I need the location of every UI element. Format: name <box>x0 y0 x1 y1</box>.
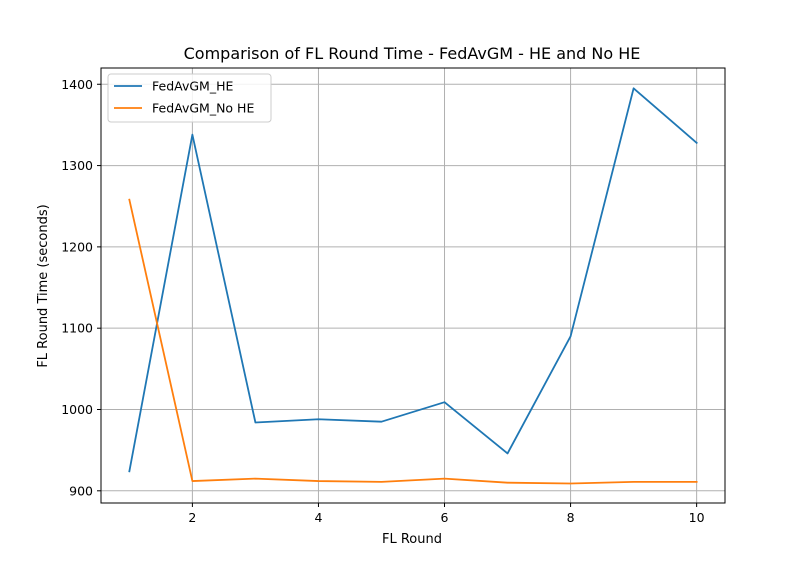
legend-entry-label: FedAvGM_HE <box>152 79 233 94</box>
series-line-2 <box>128 198 698 485</box>
axis-ticks: 2 4 6 8 10 900 1000 1100 1200 1300 1400 <box>61 77 704 525</box>
legend-box <box>107 73 272 123</box>
x-tick-label: 10 <box>689 510 705 525</box>
x-axis-label: FL Round <box>382 532 442 547</box>
series-line-1 <box>128 87 698 473</box>
y-tick-label: 1400 <box>61 77 93 92</box>
x-tick-label: 8 <box>567 510 575 525</box>
y-tick-label: 1200 <box>61 239 93 254</box>
plot-frame <box>100 67 726 504</box>
series-lines <box>128 87 698 485</box>
x-tick-label: 6 <box>441 510 449 525</box>
grid <box>101 68 725 503</box>
x-tick-label: 2 <box>188 510 196 525</box>
y-axis-label: FL Round Time (seconds) <box>36 204 51 367</box>
y-tick-label: 900 <box>69 483 93 498</box>
x-tick-label: 4 <box>314 510 322 525</box>
y-tick-label: 1100 <box>61 321 93 336</box>
legend: FedAvGM_HE FedAvGM_No HE <box>107 73 272 123</box>
chart-title: Comparison of FL Round Time - FedAvGM - … <box>184 44 641 63</box>
legend-entry-label: FedAvGM_No HE <box>152 101 254 116</box>
y-tick-label: 1000 <box>61 402 93 417</box>
y-tick-label: 1300 <box>61 158 93 173</box>
